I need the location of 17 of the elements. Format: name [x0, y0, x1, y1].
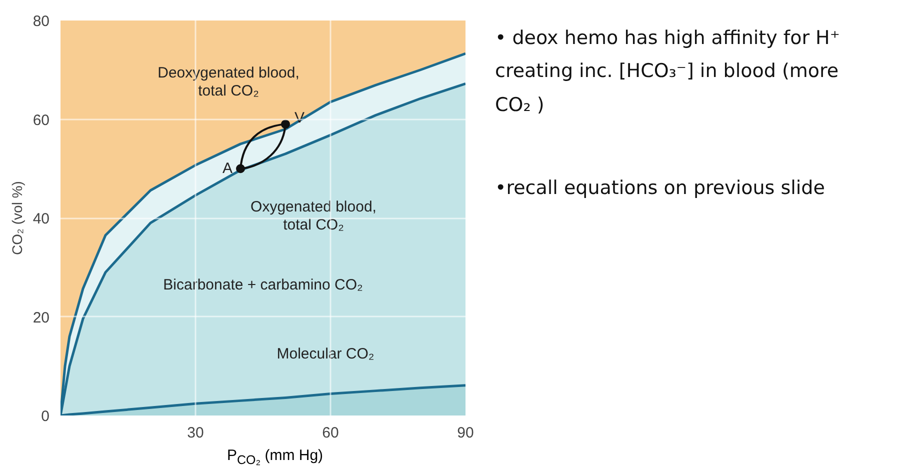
x-tick-label: 30 — [187, 424, 204, 442]
series-label: Oxygenated blood, total CO₂ — [250, 198, 376, 234]
y-tick-label: 80 — [32, 13, 50, 30]
y-axis-title: CO₂ (vol %) — [8, 181, 25, 255]
x-tick-label: 60 — [322, 424, 339, 442]
x-axis-title: P$_{CO₂}$ (mm Hg) — [226, 446, 324, 469]
text: •recall equations on previous slide — [495, 176, 826, 201]
y-tick-label: 0 — [41, 408, 50, 425]
annotation: A — [222, 160, 233, 178]
y-tick-label: 60 — [32, 112, 50, 129]
x-tick-label: 90 — [457, 424, 474, 442]
annotation: Bicarbonate + carbamino CO₂ — [163, 276, 364, 294]
text: • deox hemo has high affinity for H⁺ creating inc. [HCO₃⁻] in blood (more CO₂ ) — [495, 26, 841, 118]
y-tick-label: 40 — [32, 210, 50, 228]
series-label: Molecular CO₂ — [276, 345, 374, 362]
series-label: Deoxygenated blood, total CO₂ — [158, 64, 300, 100]
y-tick-label: 20 — [32, 309, 50, 326]
